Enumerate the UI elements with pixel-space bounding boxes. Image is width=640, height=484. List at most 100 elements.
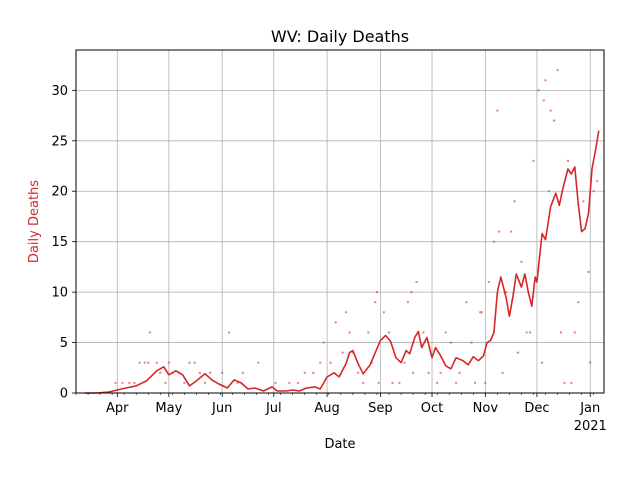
daily-deaths-point xyxy=(501,371,504,375)
daily-deaths-point xyxy=(449,341,453,344)
daily-deaths-point xyxy=(133,381,136,385)
daily-deaths-point xyxy=(148,331,152,334)
daily-deaths-point xyxy=(356,371,360,375)
daily-deaths-point xyxy=(570,381,573,385)
daily-deaths-point xyxy=(496,109,499,112)
daily-deaths-point xyxy=(547,190,551,193)
daily-deaths-point xyxy=(121,381,124,385)
scatter-series xyxy=(114,68,599,385)
daily-deaths-point xyxy=(193,361,196,364)
daily-deaths-point xyxy=(348,331,351,334)
daily-deaths-point xyxy=(544,79,547,82)
y-tick-label: 20 xyxy=(51,185,68,200)
daily-deaths-point xyxy=(411,371,415,375)
daily-deaths-point xyxy=(159,371,162,375)
daily-deaths-point xyxy=(573,331,576,334)
daily-deaths-point xyxy=(241,371,245,375)
y-axis-label: Daily Deaths xyxy=(27,180,42,263)
daily-deaths-point xyxy=(559,331,563,334)
axes-frame xyxy=(75,49,605,394)
x-axis-label: Date xyxy=(324,437,355,452)
daily-deaths-point xyxy=(227,331,231,334)
daily-deaths-point xyxy=(478,311,482,314)
x-tick-label: Apr xyxy=(106,401,129,416)
daily-deaths-point xyxy=(577,301,580,304)
daily-deaths-point xyxy=(382,311,386,314)
y-tick-label: 5 xyxy=(60,336,68,351)
y-tick-label: 10 xyxy=(51,286,68,301)
daily-deaths-point xyxy=(143,361,146,364)
daily-deaths-point xyxy=(458,371,461,375)
daily-deaths-point xyxy=(274,381,277,385)
daily-deaths-point xyxy=(465,301,468,304)
daily-deaths-point xyxy=(525,331,528,334)
daily-deaths-point xyxy=(454,381,458,385)
x-axis-ticks: Apr May Jun Jul Aug Sep Oct Nov Dec Jan 2021 xyxy=(75,393,607,434)
x-tick-label: Dec xyxy=(524,401,549,416)
daily-deaths-point xyxy=(566,159,570,163)
daily-deaths-point xyxy=(147,361,150,364)
daily-deaths-point xyxy=(444,331,447,334)
line-series xyxy=(84,130,600,394)
daily-deaths-point xyxy=(188,361,191,364)
daily-deaths-point xyxy=(319,361,322,364)
y-tick-label: 30 xyxy=(51,84,68,99)
daily-deaths-point xyxy=(387,331,391,334)
daily-deaths-point xyxy=(595,179,599,183)
daily-deaths-point xyxy=(198,371,202,375)
daily-deaths-point xyxy=(552,119,556,122)
daily-deaths-point xyxy=(427,371,430,375)
daily-deaths-point xyxy=(563,381,566,385)
daily-deaths-point xyxy=(322,341,325,344)
daily-deaths-point xyxy=(492,240,496,243)
daily-deaths-point xyxy=(155,361,159,364)
x-tick-label: Jul xyxy=(265,401,282,416)
daily-deaths-point xyxy=(540,361,544,364)
daily-deaths-point xyxy=(312,371,315,375)
daily-deaths-point xyxy=(341,351,344,354)
daily-deaths-point xyxy=(487,280,490,284)
daily-deaths-point xyxy=(513,200,516,203)
daily-deaths-point xyxy=(532,159,535,163)
daily-deaths-point xyxy=(334,321,337,324)
daily-deaths-point xyxy=(398,381,401,385)
daily-deaths-point xyxy=(296,381,300,385)
daily-deaths-point xyxy=(592,190,595,193)
daily-deaths-point xyxy=(484,381,487,385)
daily-deaths-point xyxy=(303,371,306,375)
daily-deaths-line xyxy=(84,130,600,394)
daily-deaths-point xyxy=(288,381,291,385)
x-tick-label: Jun xyxy=(211,401,232,416)
daily-deaths-point xyxy=(164,381,167,385)
y-axis-ticks: 0 5 10 15 20 25 30 xyxy=(51,84,76,402)
x-tick-label: Aug xyxy=(314,401,339,416)
daily-deaths-point xyxy=(377,381,380,385)
daily-deaths-point xyxy=(542,99,546,102)
daily-deaths-point xyxy=(403,361,406,364)
x-tick-label: Nov xyxy=(473,401,499,416)
daily-deaths-point xyxy=(167,361,171,364)
daily-deaths-point xyxy=(329,361,332,364)
daily-deaths-point xyxy=(367,331,370,334)
daily-deaths-point xyxy=(435,381,439,385)
daily-deaths-point xyxy=(344,311,348,314)
daily-deaths-point xyxy=(114,381,117,385)
y-tick-label: 25 xyxy=(51,134,68,149)
x-tick-label: May xyxy=(155,401,182,416)
daily-deaths-point xyxy=(549,109,552,112)
chart-title: WV: Daily Deaths xyxy=(271,27,409,46)
x-tick-sublabel: 2021 xyxy=(574,419,607,434)
daily-deaths-point xyxy=(391,381,394,385)
daily-deaths-point xyxy=(183,381,186,385)
daily-deaths-point xyxy=(208,371,212,375)
daily-deaths-point xyxy=(556,68,559,72)
daily-deaths-point xyxy=(470,341,473,344)
x-tick-label: Sep xyxy=(368,401,393,416)
daily-deaths-point xyxy=(362,381,365,385)
daily-deaths-point xyxy=(203,381,207,385)
x-tick-label: Oct xyxy=(421,401,443,416)
daily-deaths-point xyxy=(528,331,532,334)
daily-deaths-point xyxy=(587,270,590,274)
daily-deaths-point xyxy=(406,301,410,304)
